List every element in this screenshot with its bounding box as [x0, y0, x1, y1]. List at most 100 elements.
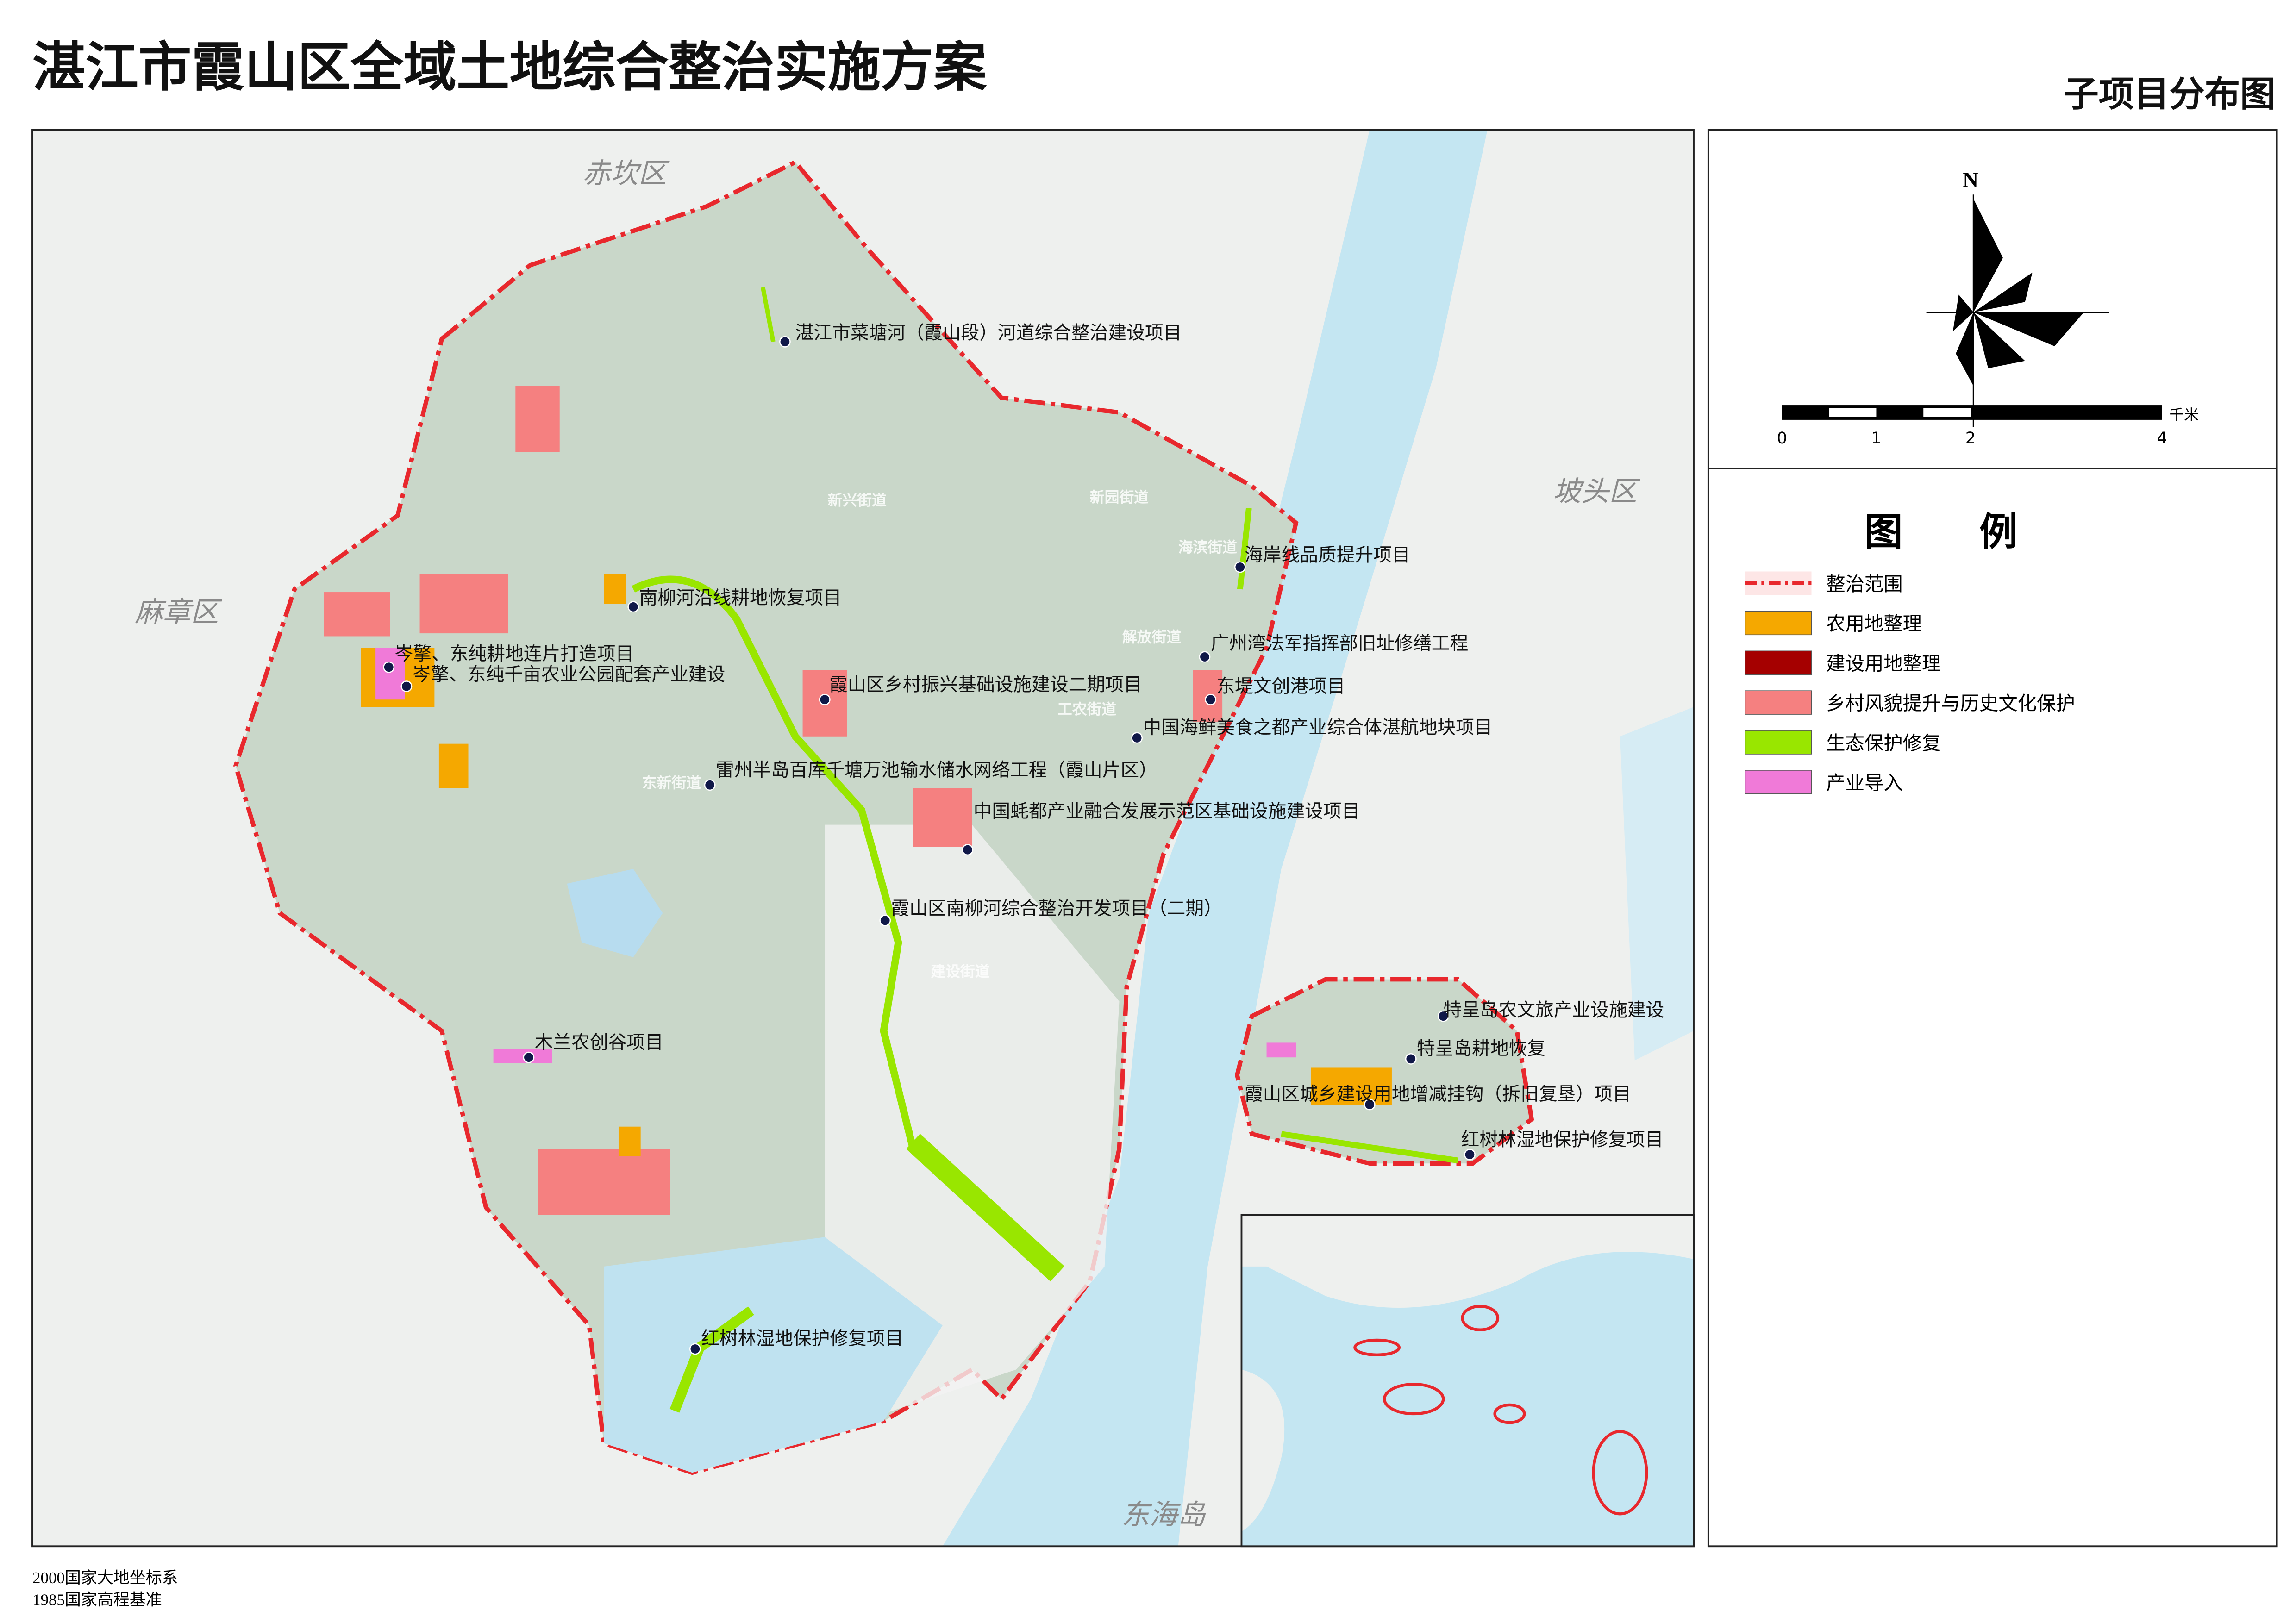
inset-land — [1241, 1369, 1285, 1532]
footer-note: 2000国家大地坐标系 — [32, 1569, 178, 1587]
project-point — [1364, 1099, 1376, 1111]
patch — [493, 1049, 552, 1063]
project-point — [819, 693, 831, 705]
project-label: 霞山区南柳河综合整治开发项目（二期） — [891, 898, 1222, 919]
patch — [604, 574, 626, 604]
project-point — [1205, 693, 1217, 705]
legend-swatch — [1745, 611, 1812, 636]
compass: N — [1926, 168, 2109, 427]
inset-land — [1241, 1215, 1694, 1308]
project-point — [704, 779, 716, 791]
street-label: 工农街道 — [1057, 701, 1116, 718]
land-patches — [324, 287, 1459, 1413]
patch — [324, 592, 390, 637]
district-label: 赤坎区 — [582, 157, 670, 190]
project-label: 东堤文创港项目 — [1216, 675, 1345, 697]
project-label: 红树林湿地保护修复项目 — [701, 1328, 903, 1349]
island — [1592, 1429, 1648, 1516]
street-label: 新园街道 — [1090, 489, 1149, 506]
projects: 湛江市菜塘河（霞山段）河道综合整治建设项目海岸线品质提升项目南柳河沿线耕地恢复项… — [383, 322, 1664, 1355]
scale-bar: 0 1 2 4千米 — [1777, 405, 2199, 448]
scale-label: 1 — [1871, 429, 1881, 448]
project-point — [1437, 1010, 1449, 1022]
project-label: 南柳河沿线耕地恢复项目 — [639, 587, 842, 608]
island — [1383, 1383, 1445, 1416]
legend-swatch — [1745, 730, 1812, 755]
patch — [538, 1149, 670, 1215]
scale-bar-segment — [1923, 408, 1971, 417]
legend-label: 乡村风貌提升与历史文化保护 — [1826, 693, 2075, 715]
patch — [438, 743, 469, 788]
project-point — [523, 1051, 535, 1063]
project-point — [1199, 651, 1211, 663]
project-label: 霞山区乡村振兴基础设施建设二期项目 — [829, 674, 1142, 695]
project-label: 中国海鲜美食之都产业综合体湛航地块项目 — [1143, 717, 1492, 738]
legend-swatch — [1745, 650, 1812, 675]
patch — [1310, 1067, 1392, 1105]
map-subtitle: 子项目分布图 — [2063, 74, 2275, 115]
project-label: 雷州半岛百库千塘万池输水储水网络工程（霞山片区） — [716, 760, 1157, 781]
patch — [913, 788, 972, 847]
project-point — [383, 661, 395, 673]
street-label: 建设街道 — [931, 963, 989, 980]
district-label: 坡头区 — [1553, 475, 1640, 508]
street-label: 解放街道 — [1122, 629, 1181, 646]
patch — [632, 575, 1056, 1269]
project-point — [879, 914, 891, 926]
scale-label: 2 — [1965, 429, 1976, 448]
district-label: 麻章区 — [135, 596, 222, 629]
district-label: 东海岛 — [1121, 1499, 1206, 1531]
sea — [942, 130, 1488, 1547]
scale-bar-segment — [1829, 408, 1877, 417]
reservoir — [567, 869, 663, 957]
street-label: 新兴街道 — [828, 492, 887, 509]
legend-label: 生态保护修复 — [1826, 732, 1941, 754]
inset-frame — [1240, 1214, 1695, 1548]
patch — [906, 1134, 1064, 1282]
legend-swatch — [1745, 690, 1812, 715]
street-label: 海滨街道 — [1178, 539, 1237, 556]
patch — [761, 287, 776, 343]
project-point — [1464, 1149, 1476, 1161]
project-point — [1234, 561, 1246, 573]
project-label: 木兰农创谷项目 — [535, 1032, 663, 1053]
project-label: 岑擎、东纯千亩农业公园配套产业建设 — [413, 664, 726, 685]
project-point — [779, 336, 791, 348]
project-label: 广州湾法军指挥部旧址修缮工程 — [1211, 633, 1469, 654]
inset-islands — [1353, 1305, 1648, 1516]
patch — [1281, 1131, 1459, 1164]
patch — [1237, 508, 1252, 590]
map-title: 湛江市霞山区全域土地综合整治实施方案 — [32, 37, 987, 99]
inset-map — [1240, 1214, 1695, 1548]
project-point — [627, 601, 639, 613]
patch — [618, 1126, 641, 1156]
street-label: 东新街道 — [642, 774, 701, 792]
project-label: 特呈岛农文旅产业设施建设 — [1443, 999, 1664, 1021]
legend-swatch — [1745, 770, 1812, 794]
island — [1461, 1305, 1500, 1331]
legend-label: 整治范围 — [1826, 573, 1902, 595]
project-label: 中国蚝都产业融合发展示范区基础设施建设项目 — [974, 801, 1360, 822]
project-label: 湛江市菜塘河（霞山段）河道综合整治建设项目 — [795, 322, 1182, 343]
patch — [515, 386, 560, 452]
patch — [375, 648, 405, 700]
scale-label: 4 — [2157, 429, 2167, 448]
legend-label: 产业导入 — [1826, 772, 1902, 794]
project-label: 海岸线品质提升项目 — [1245, 544, 1410, 566]
project-point — [689, 1343, 701, 1355]
project-label: 红树林湿地保护修复项目 — [1461, 1129, 1663, 1150]
patch — [419, 574, 508, 634]
sea — [1620, 707, 1694, 1061]
main-map-frame — [31, 129, 1695, 1548]
project-label: 特呈岛耕地恢复 — [1417, 1038, 1545, 1059]
project-point — [400, 680, 413, 693]
patch — [1266, 1042, 1296, 1058]
compass-rose — [1952, 199, 2084, 386]
project-point — [962, 844, 974, 856]
